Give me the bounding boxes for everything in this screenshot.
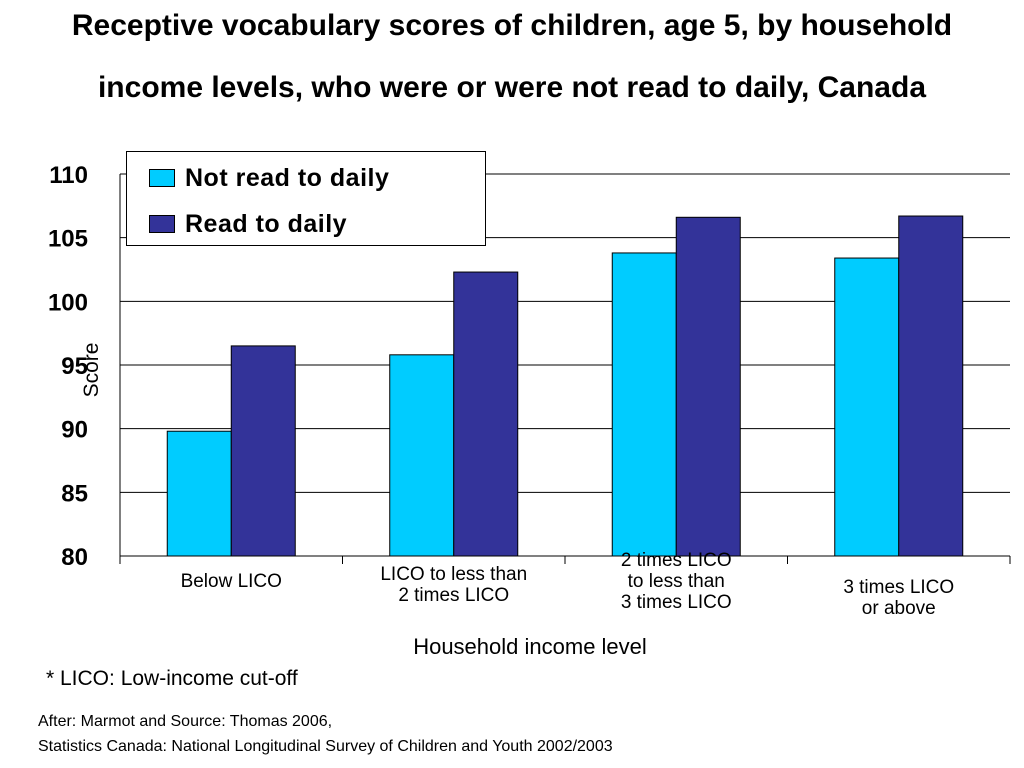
legend-swatch-read bbox=[149, 215, 175, 233]
y-tick-label: 105 bbox=[48, 226, 88, 253]
y-tick-label: 80 bbox=[61, 544, 88, 571]
source-line-1: After: Marmot and Source: Thomas 2006, bbox=[38, 713, 333, 730]
bar-not-read bbox=[834, 257, 900, 557]
y-tick-label: 90 bbox=[61, 417, 88, 444]
bar-not-read bbox=[611, 252, 677, 557]
footnote: * LICO: Low-income cut-off bbox=[46, 667, 298, 690]
bar-read bbox=[898, 215, 964, 557]
legend-item-not-read: Not read to daily bbox=[149, 163, 389, 193]
x-category-label: 2 times LICO to less than 3 times LICO bbox=[620, 550, 732, 613]
legend-label-read: Read to daily bbox=[185, 209, 348, 238]
y-tick-label: 85 bbox=[61, 480, 88, 507]
chart-title-line2: income levels, who were or were not read… bbox=[97, 71, 927, 104]
legend-label-not-read: Not read to daily bbox=[185, 163, 390, 192]
y-tick-label: 100 bbox=[48, 289, 88, 316]
bar-read bbox=[453, 271, 519, 557]
source-line-2: Statistics Canada: National Longitudinal… bbox=[38, 738, 613, 755]
bar-read bbox=[675, 216, 741, 557]
y-axis-label: Score bbox=[80, 343, 103, 398]
legend-swatch-not-read bbox=[149, 169, 175, 187]
bar-not-read bbox=[166, 430, 232, 557]
bar-not-read bbox=[389, 354, 455, 557]
x-category-label: 3 times LICO or above bbox=[843, 577, 955, 619]
y-tick-label: 95 bbox=[61, 353, 88, 380]
legend-item-read: Read to daily bbox=[149, 209, 347, 239]
x-category-label: Below LICO bbox=[180, 571, 282, 592]
x-axis-label: Household income level bbox=[413, 634, 647, 659]
bar-read bbox=[230, 345, 296, 557]
y-tick-label: 110 bbox=[49, 162, 88, 189]
x-category-label: LICO to less than 2 times LICO bbox=[380, 564, 528, 606]
legend: Not read to daily Read to daily bbox=[126, 151, 486, 246]
chart-title-line1: Receptive vocabulary scores of children,… bbox=[71, 9, 953, 42]
